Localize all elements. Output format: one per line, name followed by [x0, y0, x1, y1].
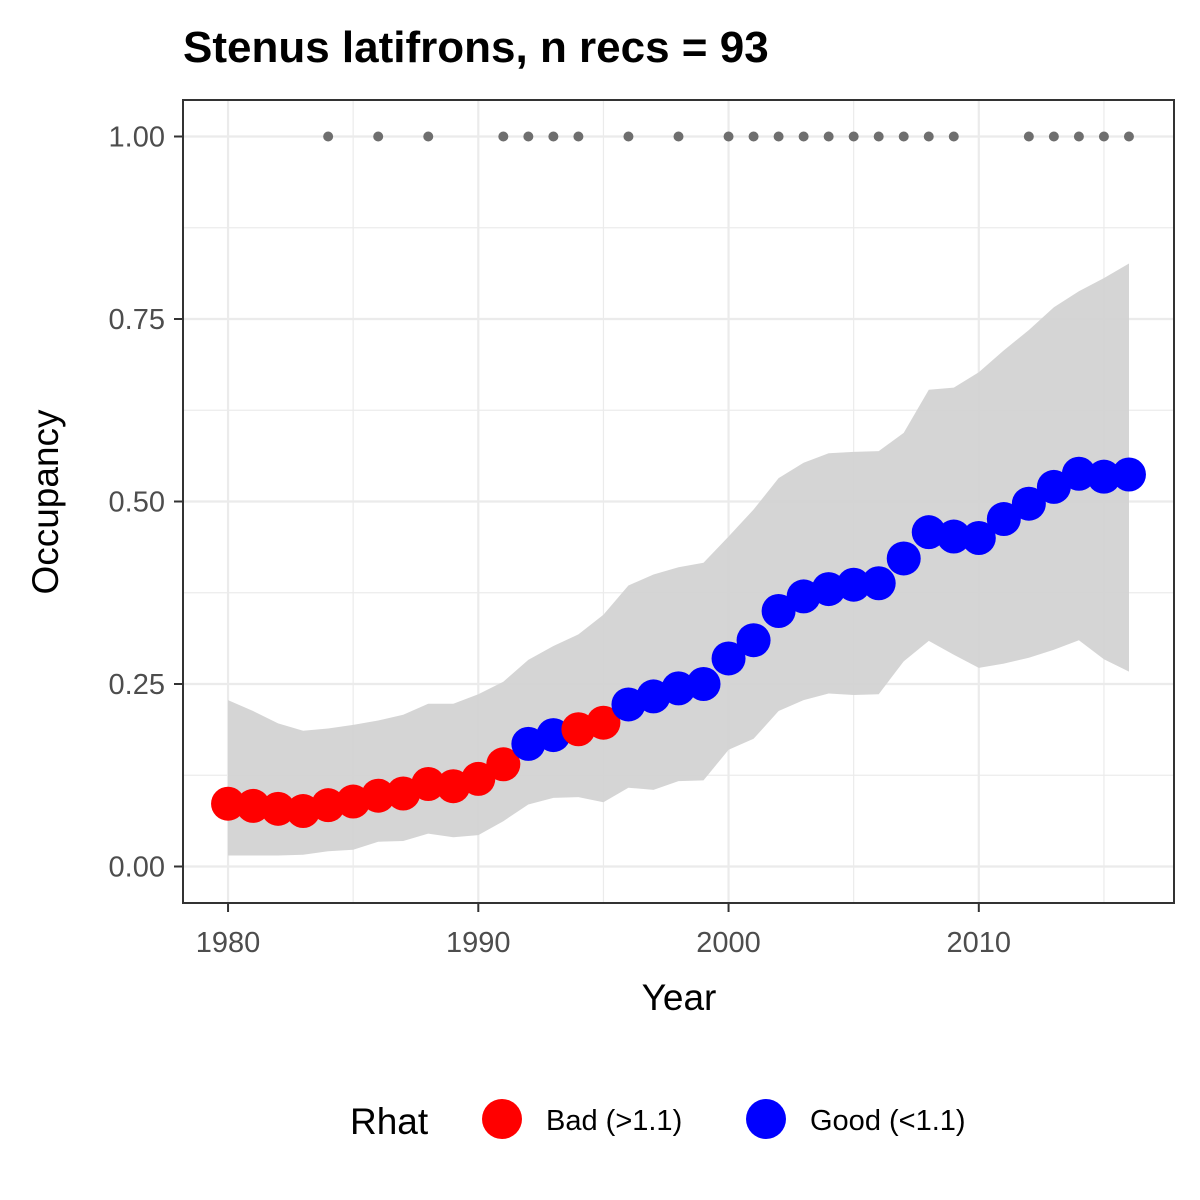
- record-dot: [1098, 131, 1109, 142]
- y-tick-label: 0.75: [109, 304, 165, 336]
- x-tick-label: 1980: [196, 927, 261, 959]
- occupancy-point-good: [761, 594, 796, 628]
- occupancy-point-bad: [586, 705, 621, 740]
- legend-label: Good (<1.1): [810, 1105, 966, 1137]
- legend-label: Bad (>1.1): [546, 1105, 682, 1137]
- record-dot: [748, 131, 759, 142]
- record-dot: [923, 131, 934, 142]
- y-tick-label: 1.00: [109, 122, 165, 154]
- y-tick-label: 0.25: [109, 669, 165, 701]
- occupancy-point-good: [1011, 486, 1046, 521]
- occupancy-point-good: [911, 515, 946, 550]
- credible-interval-ribbon: [228, 263, 1129, 856]
- occupancy-point-bad: [411, 767, 446, 802]
- record-dot: [1073, 131, 1084, 142]
- record-dot: [848, 131, 859, 142]
- x-tick-label: 1990: [446, 927, 511, 959]
- occupancy-point-bad: [486, 747, 521, 782]
- record-dot: [373, 131, 384, 142]
- occupancy-point-good: [936, 519, 971, 554]
- record-dot: [773, 131, 784, 142]
- record-dots: [323, 131, 1134, 142]
- record-dot: [898, 131, 909, 142]
- occupancy-point-bad: [211, 786, 246, 821]
- legend: Rhat Bad (>1.1) Good (<1.1): [350, 1099, 966, 1142]
- y-axis: 0.00 0.25 0.50 0.75 1.00: [109, 122, 183, 884]
- occupancy-point-bad: [461, 761, 496, 796]
- occupancy-point-good: [861, 566, 896, 601]
- occupancy-point-good: [961, 521, 996, 555]
- occupancy-point-bad: [236, 788, 271, 823]
- occupancy-point-good: [1086, 459, 1121, 494]
- occupancy-point-bad: [361, 778, 396, 813]
- y-tick-label: 0.00: [109, 852, 165, 884]
- record-dot: [873, 131, 884, 142]
- occupancy-point-good: [736, 623, 771, 658]
- occupancy-point-good: [986, 502, 1021, 537]
- occupancy-point-bad: [261, 791, 296, 826]
- x-axis-title: Year: [642, 977, 717, 1018]
- record-dot: [948, 131, 959, 142]
- chart-title: Stenus latifrons, n recs = 93: [183, 23, 769, 72]
- occupancy-point-good: [836, 567, 871, 602]
- occupancy-point-good: [1111, 457, 1146, 492]
- record-dot: [623, 131, 634, 142]
- record-dot: [323, 131, 334, 142]
- occupancy-point-good: [811, 572, 846, 607]
- occupancy-point-good: [886, 541, 921, 576]
- x-tick-label: 2010: [947, 927, 1012, 959]
- occupancy-point-good: [686, 667, 721, 701]
- occupancy-point-bad: [311, 788, 346, 823]
- record-dot: [548, 131, 559, 142]
- record-dot: [573, 131, 584, 142]
- record-dot: [523, 131, 534, 142]
- record-dot: [1023, 131, 1034, 142]
- y-tick-label: 0.50: [109, 487, 165, 519]
- record-dot: [823, 131, 834, 142]
- occupancy-point-good: [1036, 469, 1071, 504]
- y-axis-title: Occupancy: [25, 409, 66, 595]
- legend-key: [746, 1099, 786, 1139]
- record-dot: [798, 131, 809, 142]
- occupancy-points: [211, 456, 1146, 829]
- occupancy-point-good: [711, 641, 746, 676]
- legend-title: Rhat: [350, 1101, 429, 1142]
- x-axis: 1980 1990 2000 2010: [196, 903, 1011, 959]
- record-dot: [423, 131, 434, 142]
- x-tick-label: 2000: [696, 927, 761, 959]
- record-dot: [723, 131, 734, 142]
- occupancy-point-good: [1061, 456, 1096, 491]
- record-dot: [1123, 131, 1134, 142]
- legend-key: [482, 1099, 522, 1139]
- record-dot: [1048, 131, 1059, 142]
- occupancy-point-good: [661, 671, 696, 706]
- record-dot: [498, 131, 509, 142]
- record-dot: [673, 131, 684, 142]
